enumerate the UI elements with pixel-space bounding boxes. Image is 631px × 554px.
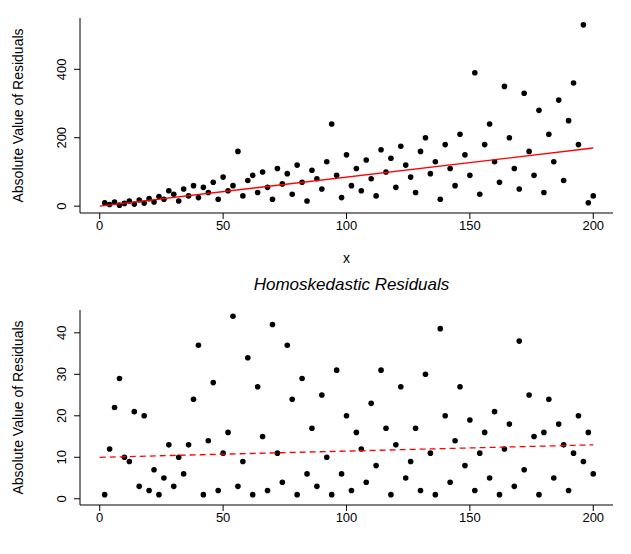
svg-text:50: 50 xyxy=(216,218,230,233)
svg-text:20: 20 xyxy=(54,409,69,423)
svg-text:150: 150 xyxy=(459,218,481,233)
svg-text:40: 40 xyxy=(54,326,69,340)
svg-text:30: 30 xyxy=(54,367,69,381)
svg-text:200: 200 xyxy=(54,127,69,149)
svg-text:100: 100 xyxy=(336,510,358,525)
svg-text:Absolute Value of Residuals: Absolute Value of Residuals xyxy=(10,28,26,202)
svg-text:100: 100 xyxy=(336,218,358,233)
svg-text:10: 10 xyxy=(54,450,69,464)
svg-text:0: 0 xyxy=(54,495,69,502)
svg-text:150: 150 xyxy=(459,510,481,525)
svg-text:200: 200 xyxy=(582,218,604,233)
svg-text:0: 0 xyxy=(96,218,103,233)
svg-text:50: 50 xyxy=(216,510,230,525)
svg-text:0: 0 xyxy=(54,203,69,210)
svg-text:0: 0 xyxy=(96,510,103,525)
svg-text:x: x xyxy=(343,250,350,266)
html-text:Homoskedastic Residuals: Homoskedastic Residuals xyxy=(253,275,450,294)
svg-text:200: 200 xyxy=(582,510,604,525)
svg-text:Absolute Value of Residuals: Absolute Value of Residuals xyxy=(10,320,26,494)
svg-text:400: 400 xyxy=(54,58,69,80)
